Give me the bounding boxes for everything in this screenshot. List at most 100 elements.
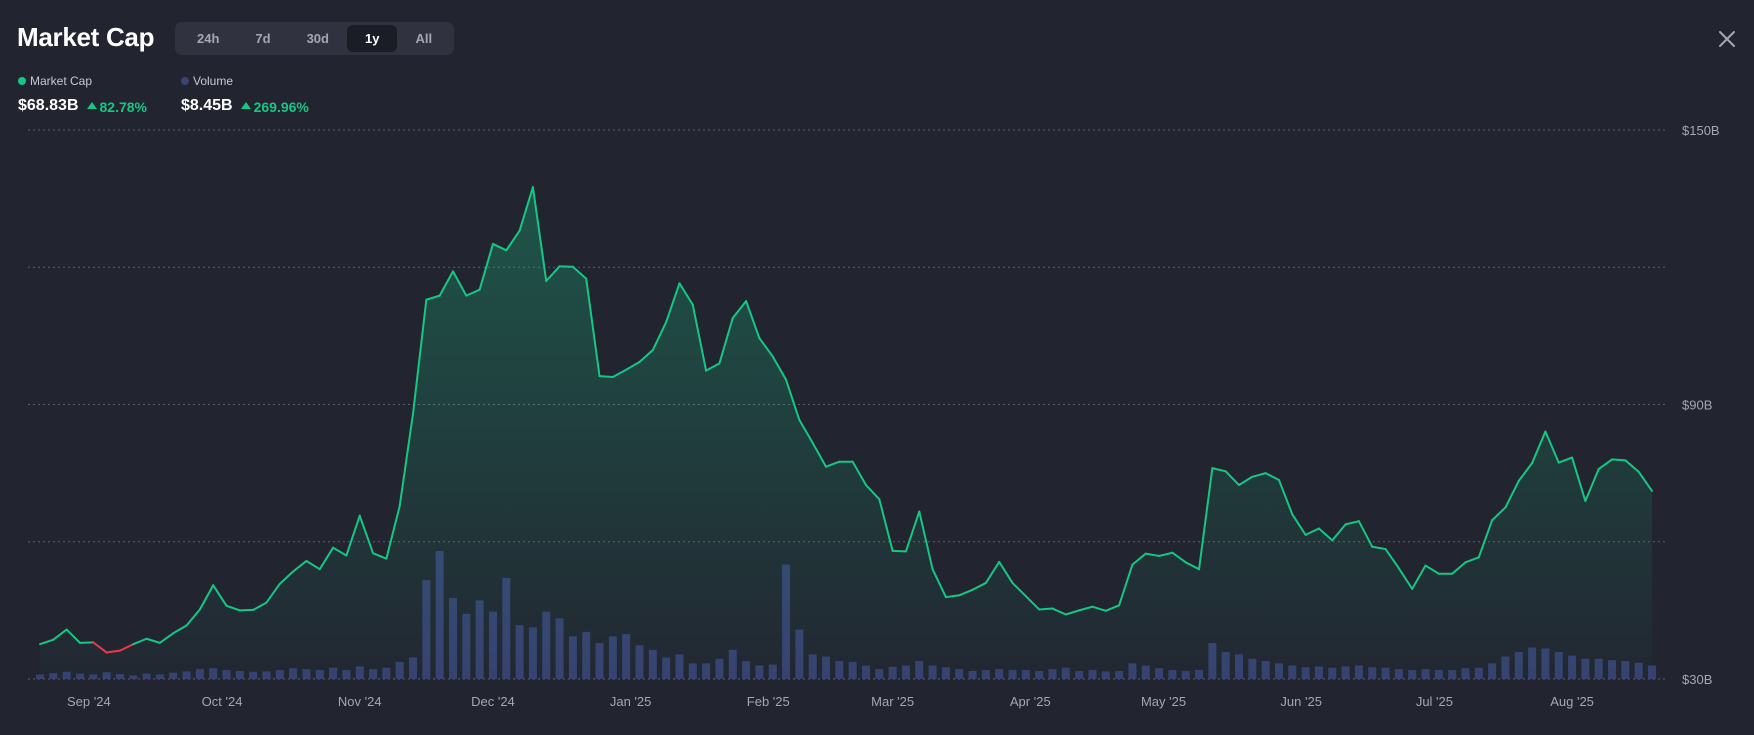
market-cap-line-segment [425,294,441,301]
market-cap-line-segment [1597,458,1614,471]
market-cap-line-segment [785,378,801,422]
market-cap-line-segment [491,242,508,252]
market-cap-line-segment [105,649,121,654]
market-cap-line-segment [172,624,188,635]
market-cap-line-segment [278,570,295,585]
market-cap-line-segment [1184,561,1201,571]
market-cap-line-segment [451,270,468,297]
market-cap-line-segment [718,317,734,365]
market-cap-line-segment [212,584,228,607]
market-cap-line-segment [625,360,641,371]
market-cap-line-segment [505,229,521,252]
close-icon[interactable] [1716,28,1738,50]
x-tick-label: Jun '25 [1280,694,1322,709]
market-cap-dot-icon [18,77,26,85]
market-cap-line-segment [1357,520,1374,548]
market-cap-line-segment [118,643,135,652]
market-cap-line-segment [691,303,708,372]
market-cap-area [40,187,1652,679]
market-cap-line-segment [1291,513,1307,536]
market-cap-line-segment [1118,563,1134,607]
market-cap-line-segment [811,441,828,468]
market-cap-stat: $68.83B 82.78% [18,97,147,115]
market-cap-line-segment [185,608,201,627]
x-tick-label: Dec '24 [471,694,515,709]
market-cap-line-segment [798,419,814,444]
volume-dot-icon [181,77,189,85]
market-cap-line-segment [465,288,481,297]
x-tick-label: Jul '25 [1416,694,1453,709]
page-title: Market Cap [17,22,155,52]
market-cap-line-segment [1064,609,1081,616]
market-cap-line-segment [585,277,601,378]
market-cap-line-segment [1557,456,1574,464]
market-cap-line-segment [1251,472,1267,478]
legend-market-cap[interactable]: Market Cap [18,74,92,88]
market-cap-line-segment [1011,581,1027,598]
market-cap-line-segment [132,637,148,646]
range-24h-button[interactable]: 24h [197,31,220,46]
market-cap-line-segment [1411,564,1427,590]
market-cap-line-segment [851,460,867,487]
market-cap-line-segment [745,300,761,340]
market-cap-line-segment [571,265,588,280]
caret-up-icon [86,102,97,109]
market-cap-line-segment [145,637,161,644]
market-cap-line-segment [971,581,987,591]
market-cap-line-segment [52,628,68,641]
market-cap-line-segment [1517,462,1534,482]
market-cap-line-segment [265,582,281,604]
market-cap-line-segment [1504,479,1520,509]
range-all-button[interactable]: All [415,31,433,46]
market-cap-line-segment [478,242,494,291]
market-cap-line-segment [1238,475,1254,487]
market-cap-line-segment [292,559,308,573]
market-cap-line-segment [1078,605,1094,612]
market-cap-line-segment [1264,472,1280,481]
market-cap-line-segment [1091,605,1107,612]
market-cap-change-value: 82.78% [99,98,147,115]
y-tick-label: $150B [1682,123,1720,138]
market-cap-line-segment [904,510,921,553]
market-cap-line-segment [385,505,401,560]
market-cap-line-segment [1331,523,1347,542]
x-tick-label: Aug '25 [1550,694,1594,709]
market-cap-line-segment [1624,459,1640,473]
market-cap-line-segment [1158,551,1174,557]
market-cap-line-segment [984,560,1001,584]
x-axis: Sep '24 Oct '24 Nov '24 Dec '24 Jan '25 Feb '… [67,694,1594,709]
market-cap-line-segment [1131,552,1147,566]
range-30d-button[interactable]: 30d [306,31,329,46]
market-cap-line-segment [918,510,934,571]
legend-volume[interactable]: Volume [181,74,233,88]
market-cap-line-segment [1477,519,1494,559]
market-cap-line-segment [1304,527,1320,536]
market-cap-line-segment [1544,430,1560,464]
market-cap-line-segment [731,300,748,320]
time-range-selector: 24h 7d 30d 1y All [175,22,455,55]
range-7d-button[interactable]: 7d [255,31,271,46]
market-cap-line-segment [998,560,1014,584]
market-cap-line-segment [1451,561,1467,575]
market-cap-line-segment [412,298,428,415]
market-cap-line-segment [65,628,81,644]
range-1y-button[interactable]: 1y [346,25,398,52]
market-cap-line-segment [944,594,961,599]
market-cap-line-segment [92,641,108,654]
market-cap-line [39,186,1653,654]
market-cap-line-segment [1531,430,1547,465]
market-cap-line-segment [1051,607,1067,616]
market-cap-line-segment [158,632,175,644]
market-cap-line-segment [1144,552,1161,557]
x-tick-label: Mar '25 [871,694,914,709]
market-cap-line-segment [358,514,375,555]
market-cap-line-segment [931,568,947,599]
x-tick-label: May '25 [1141,694,1186,709]
y-tick-label: $90B [1682,398,1712,413]
x-tick-label: Nov '24 [338,694,382,709]
x-tick-label: Sep '24 [67,694,111,709]
market-cap-line-segment [771,355,788,381]
volume-change: 269.96% [240,99,309,115]
market-cap-line-segment [1491,506,1507,522]
